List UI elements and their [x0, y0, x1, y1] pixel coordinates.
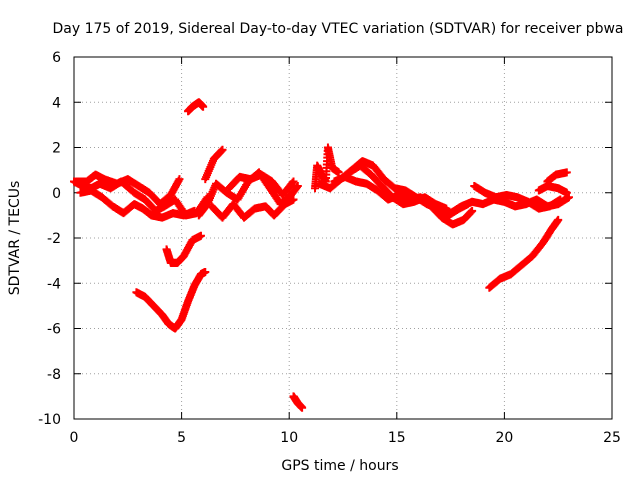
data-point [201, 267, 210, 276]
data-point [334, 168, 343, 177]
series-arc-3 [76, 186, 199, 222]
series-arc-10 [132, 267, 210, 333]
y-axis-tick-labels: -10 -8 -6 -4 -2 0 2 4 6 [38, 50, 61, 428]
data-point [289, 195, 298, 204]
data-point [468, 206, 477, 215]
y-tick-label: 6 [52, 50, 61, 66]
series-arc-8 [184, 98, 208, 116]
y-tick-label: -6 [47, 322, 61, 338]
data-point [289, 177, 298, 186]
series-arc-11 [289, 392, 307, 412]
data-point [556, 195, 565, 204]
data-point [298, 403, 307, 412]
axis-ticks [73, 56, 613, 420]
x-tick-label: 15 [388, 430, 406, 446]
data-point [175, 175, 184, 184]
y-tick-label: -4 [47, 276, 61, 292]
data-point [196, 231, 205, 240]
chart-title: Day 175 of 2019, Sidereal Day-to-day VTE… [52, 21, 623, 37]
y-tick-label: 4 [52, 95, 61, 111]
x-tick-label: 10 [280, 430, 298, 446]
x-axis-tick-labels: 0 5 10 15 20 25 [70, 430, 621, 446]
series-arc-9 [162, 231, 205, 267]
y-tick-label: 0 [52, 186, 61, 202]
data-point [218, 145, 227, 154]
series-arc-20 [485, 215, 563, 292]
data-point [564, 193, 573, 202]
data-point [562, 188, 571, 197]
data-point [199, 102, 208, 111]
data-point [190, 206, 199, 215]
data-point [288, 178, 297, 187]
series-arc-18 [534, 181, 571, 197]
data-point [562, 168, 571, 177]
y-tick-label: -8 [47, 367, 61, 383]
series-arc-19 [543, 168, 571, 186]
series-arc-5 [201, 145, 227, 184]
data-series [70, 98, 573, 412]
x-tick-label: 0 [70, 430, 79, 446]
y-tick-label: -2 [47, 231, 61, 247]
y-tick-label: -10 [38, 412, 61, 428]
series-arc-7 [224, 170, 298, 200]
series-arc-2 [72, 170, 184, 209]
series-arc-17 [470, 181, 565, 213]
grid [74, 57, 612, 419]
data-point [293, 181, 302, 190]
x-tick-label: 25 [603, 430, 621, 446]
series-arc-12 [311, 143, 343, 193]
y-tick-label: 2 [52, 141, 61, 157]
data-point [554, 215, 563, 224]
series-arc-6 [207, 195, 298, 222]
x-tick-label: 5 [177, 430, 186, 446]
x-axis-label: GPS time / hours [281, 458, 398, 474]
y-axis-label: SDTVAR / TECUs [7, 181, 23, 296]
x-tick-label: 20 [495, 430, 513, 446]
